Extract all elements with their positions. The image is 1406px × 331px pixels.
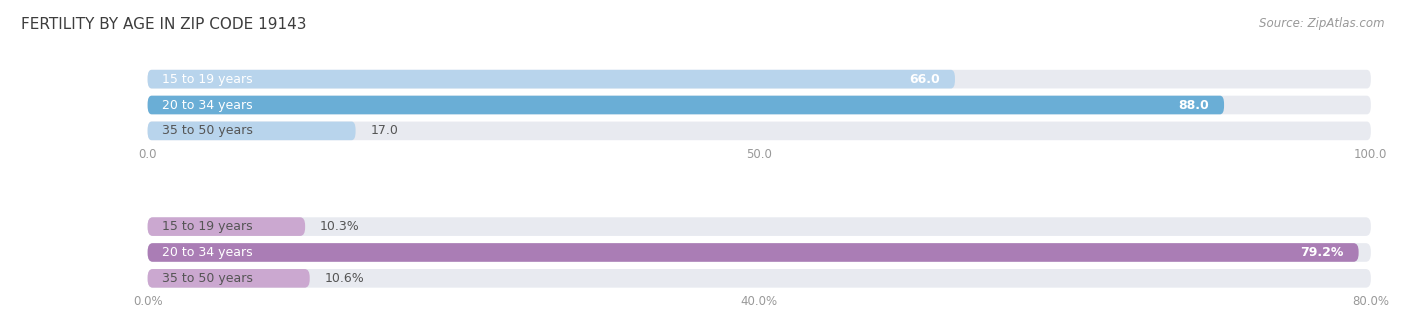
- FancyBboxPatch shape: [148, 269, 1371, 288]
- FancyBboxPatch shape: [148, 121, 1371, 140]
- Text: 10.3%: 10.3%: [319, 220, 360, 233]
- Text: Source: ZipAtlas.com: Source: ZipAtlas.com: [1260, 17, 1385, 29]
- FancyBboxPatch shape: [148, 217, 305, 236]
- Text: 17.0: 17.0: [370, 124, 398, 137]
- FancyBboxPatch shape: [148, 96, 1371, 114]
- Text: 79.2%: 79.2%: [1301, 246, 1344, 259]
- FancyBboxPatch shape: [148, 269, 309, 288]
- Text: 10.6%: 10.6%: [325, 272, 364, 285]
- FancyBboxPatch shape: [148, 70, 955, 88]
- Text: 20 to 34 years: 20 to 34 years: [162, 99, 253, 112]
- Text: FERTILITY BY AGE IN ZIP CODE 19143: FERTILITY BY AGE IN ZIP CODE 19143: [21, 17, 307, 31]
- Text: 66.0: 66.0: [910, 72, 941, 86]
- FancyBboxPatch shape: [148, 121, 356, 140]
- Text: 35 to 50 years: 35 to 50 years: [162, 272, 253, 285]
- Text: 35 to 50 years: 35 to 50 years: [162, 124, 253, 137]
- FancyBboxPatch shape: [148, 243, 1358, 262]
- FancyBboxPatch shape: [148, 217, 1371, 236]
- FancyBboxPatch shape: [148, 243, 1371, 262]
- Text: 15 to 19 years: 15 to 19 years: [162, 72, 253, 86]
- Text: 15 to 19 years: 15 to 19 years: [162, 220, 253, 233]
- FancyBboxPatch shape: [148, 96, 1225, 114]
- FancyBboxPatch shape: [148, 70, 1371, 88]
- Text: 88.0: 88.0: [1178, 99, 1209, 112]
- Text: 20 to 34 years: 20 to 34 years: [162, 246, 253, 259]
